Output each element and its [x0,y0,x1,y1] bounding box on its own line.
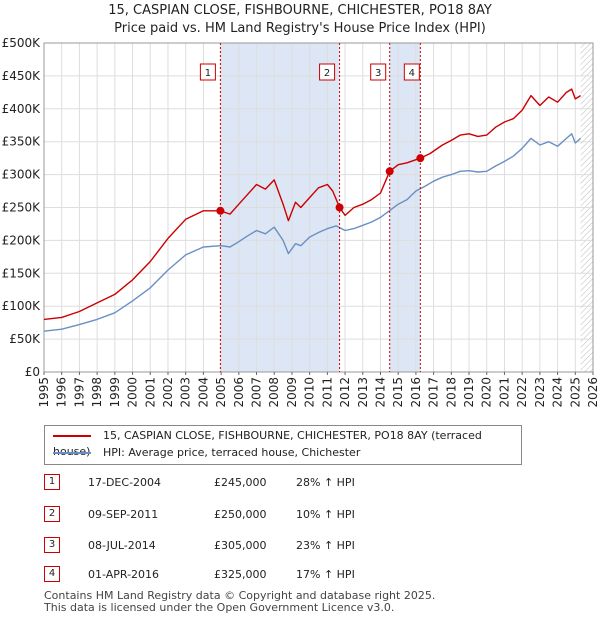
legend-swatch-blue [53,452,91,454]
y-tick-label: £500K [2,36,42,50]
x-tick-label: 2009 [285,377,299,408]
transaction-price: £305,000 [214,539,267,552]
sale-labels: 1 2 3 4 [199,63,420,81]
sale-point [416,154,425,163]
transaction-hpi: 17% ↑ HPI [296,568,355,581]
x-tick-label: 2017 [427,377,441,408]
x-tick-label: 2022 [515,377,529,408]
footer-licence: This data is licensed under the Open Gov… [44,601,395,614]
transaction-price: £325,000 [214,568,267,581]
x-tick-label: 2004 [196,377,210,408]
y-tick-label: £200K [2,233,42,247]
x-tick-label: 2023 [533,377,547,408]
x-tick-label: 2025 [568,377,582,408]
x-tick-label: 1996 [55,377,69,408]
footer: Contains HM Land Registry data © Copyrig… [44,590,435,614]
sale-label-text: 3 [375,68,381,79]
x-tick-label: 2002 [161,377,175,408]
footer-copyright: Contains HM Land Registry data © Copyrig… [44,589,436,602]
x-tick-label: 2006 [232,377,246,408]
legend-label-property: 15, CASPIAN CLOSE, FISHBOURNE, CHICHESTE… [53,429,482,458]
legend-item-hpi: HPI: Average price, terraced house, Chic… [53,445,360,461]
transaction-date: 08-JUL-2014 [88,539,156,552]
sale-point [335,203,344,212]
x-tick-label: 2007 [250,377,264,408]
x-tick-label: 2019 [462,377,476,408]
grid [43,42,594,373]
legend: 15, CASPIAN CLOSE, FISHBOURNE, CHICHESTE… [44,425,522,465]
x-tick-label: 2011 [320,377,334,408]
transaction-price: £250,000 [214,508,267,521]
x-tick-label: 2020 [480,377,494,408]
transaction-date: 09-SEP-2011 [88,508,159,521]
y-tick-label: £100K [2,299,42,313]
x-tick-label: 2000 [126,377,140,408]
sale-label-text: 4 [409,68,415,79]
x-tick-label: 1997 [72,377,86,408]
y-tick-label: £450K [2,69,42,83]
transaction-number: 3 [44,537,60,553]
x-tick-label: 2018 [444,377,458,408]
legend-swatch-red [53,435,91,437]
x-tick-label: 2010 [303,377,317,408]
x-tick-label: 2021 [497,377,511,408]
chart-title: 15, CASPIAN CLOSE, FISHBOURNE, CHICHESTE… [108,3,492,18]
transaction-number: 4 [44,566,60,582]
transaction-hpi: 10% ↑ HPI [296,508,355,521]
x-axis-ticks: 1995 1996 1997 1998 1999 2000 2001 2002 2003 2004… [37,372,600,408]
sale-label-box [319,63,336,81]
x-tick-label: 2026 [586,377,600,408]
x-tick-label: 1998 [90,377,104,408]
transaction-date: 01-APR-2016 [88,568,160,581]
x-tick-label: 2024 [551,377,565,408]
y-tick-label: £0 [25,365,40,379]
y-tick-label: £350K [2,135,42,149]
plot-frame [43,42,594,373]
legend-item-property: 15, CASPIAN CLOSE, FISHBOURNE, CHICHESTE… [53,428,521,458]
x-tick-label: 2014 [373,377,387,408]
x-tick-label: 2005 [214,377,228,408]
series-line-property [43,88,581,321]
x-tick-label: 2003 [179,377,193,408]
x-tick-label: 1999 [108,377,122,408]
transaction-number: 2 [44,506,60,522]
sale-label-box [403,63,420,81]
x-tick-label: 2013 [356,377,370,408]
sale-label-box [370,63,387,81]
x-tick-label: 2008 [267,377,281,408]
sale-label-text: 2 [324,68,330,79]
transaction-hpi: 28% ↑ HPI [296,476,355,489]
legend-label-hpi: HPI: Average price, terraced house, Chic… [103,446,361,459]
y-tick-label: £300K [2,168,42,182]
y-tick-label: £400K [2,102,42,116]
x-tick-label: 1995 [37,377,51,408]
series-lines [43,88,582,332]
price-chart: 1 2 3 4 £0 £50K £100K £150K £200K £250K £300K £350… [2,36,600,408]
y-axis-ticks: £0 £50K £100K £150K £200K £250K £300K £350K £400… [2,36,42,379]
sale-point [385,167,394,176]
sale-label-text: 1 [205,68,211,79]
y-tick-label: £250K [2,201,42,215]
transaction-hpi: 23% ↑ HPI [296,539,355,552]
x-tick-label: 2012 [338,377,352,408]
x-tick-label: 2016 [409,377,423,408]
sale-points [216,154,425,215]
transaction-price: £245,000 [214,476,267,489]
transaction-date: 17-DEC-2004 [88,476,162,489]
x-tick-label: 2001 [143,377,157,408]
x-tick-label: 2015 [391,377,405,408]
series-line-hpi [43,133,582,332]
chart-subtitle: Price paid vs. HM Land Registry's House … [114,21,486,36]
transaction-number: 1 [44,474,60,490]
sale-point [216,206,225,215]
sale-label-box [199,63,216,81]
y-tick-label: £50K [9,332,41,346]
y-tick-label: £150K [2,266,42,280]
